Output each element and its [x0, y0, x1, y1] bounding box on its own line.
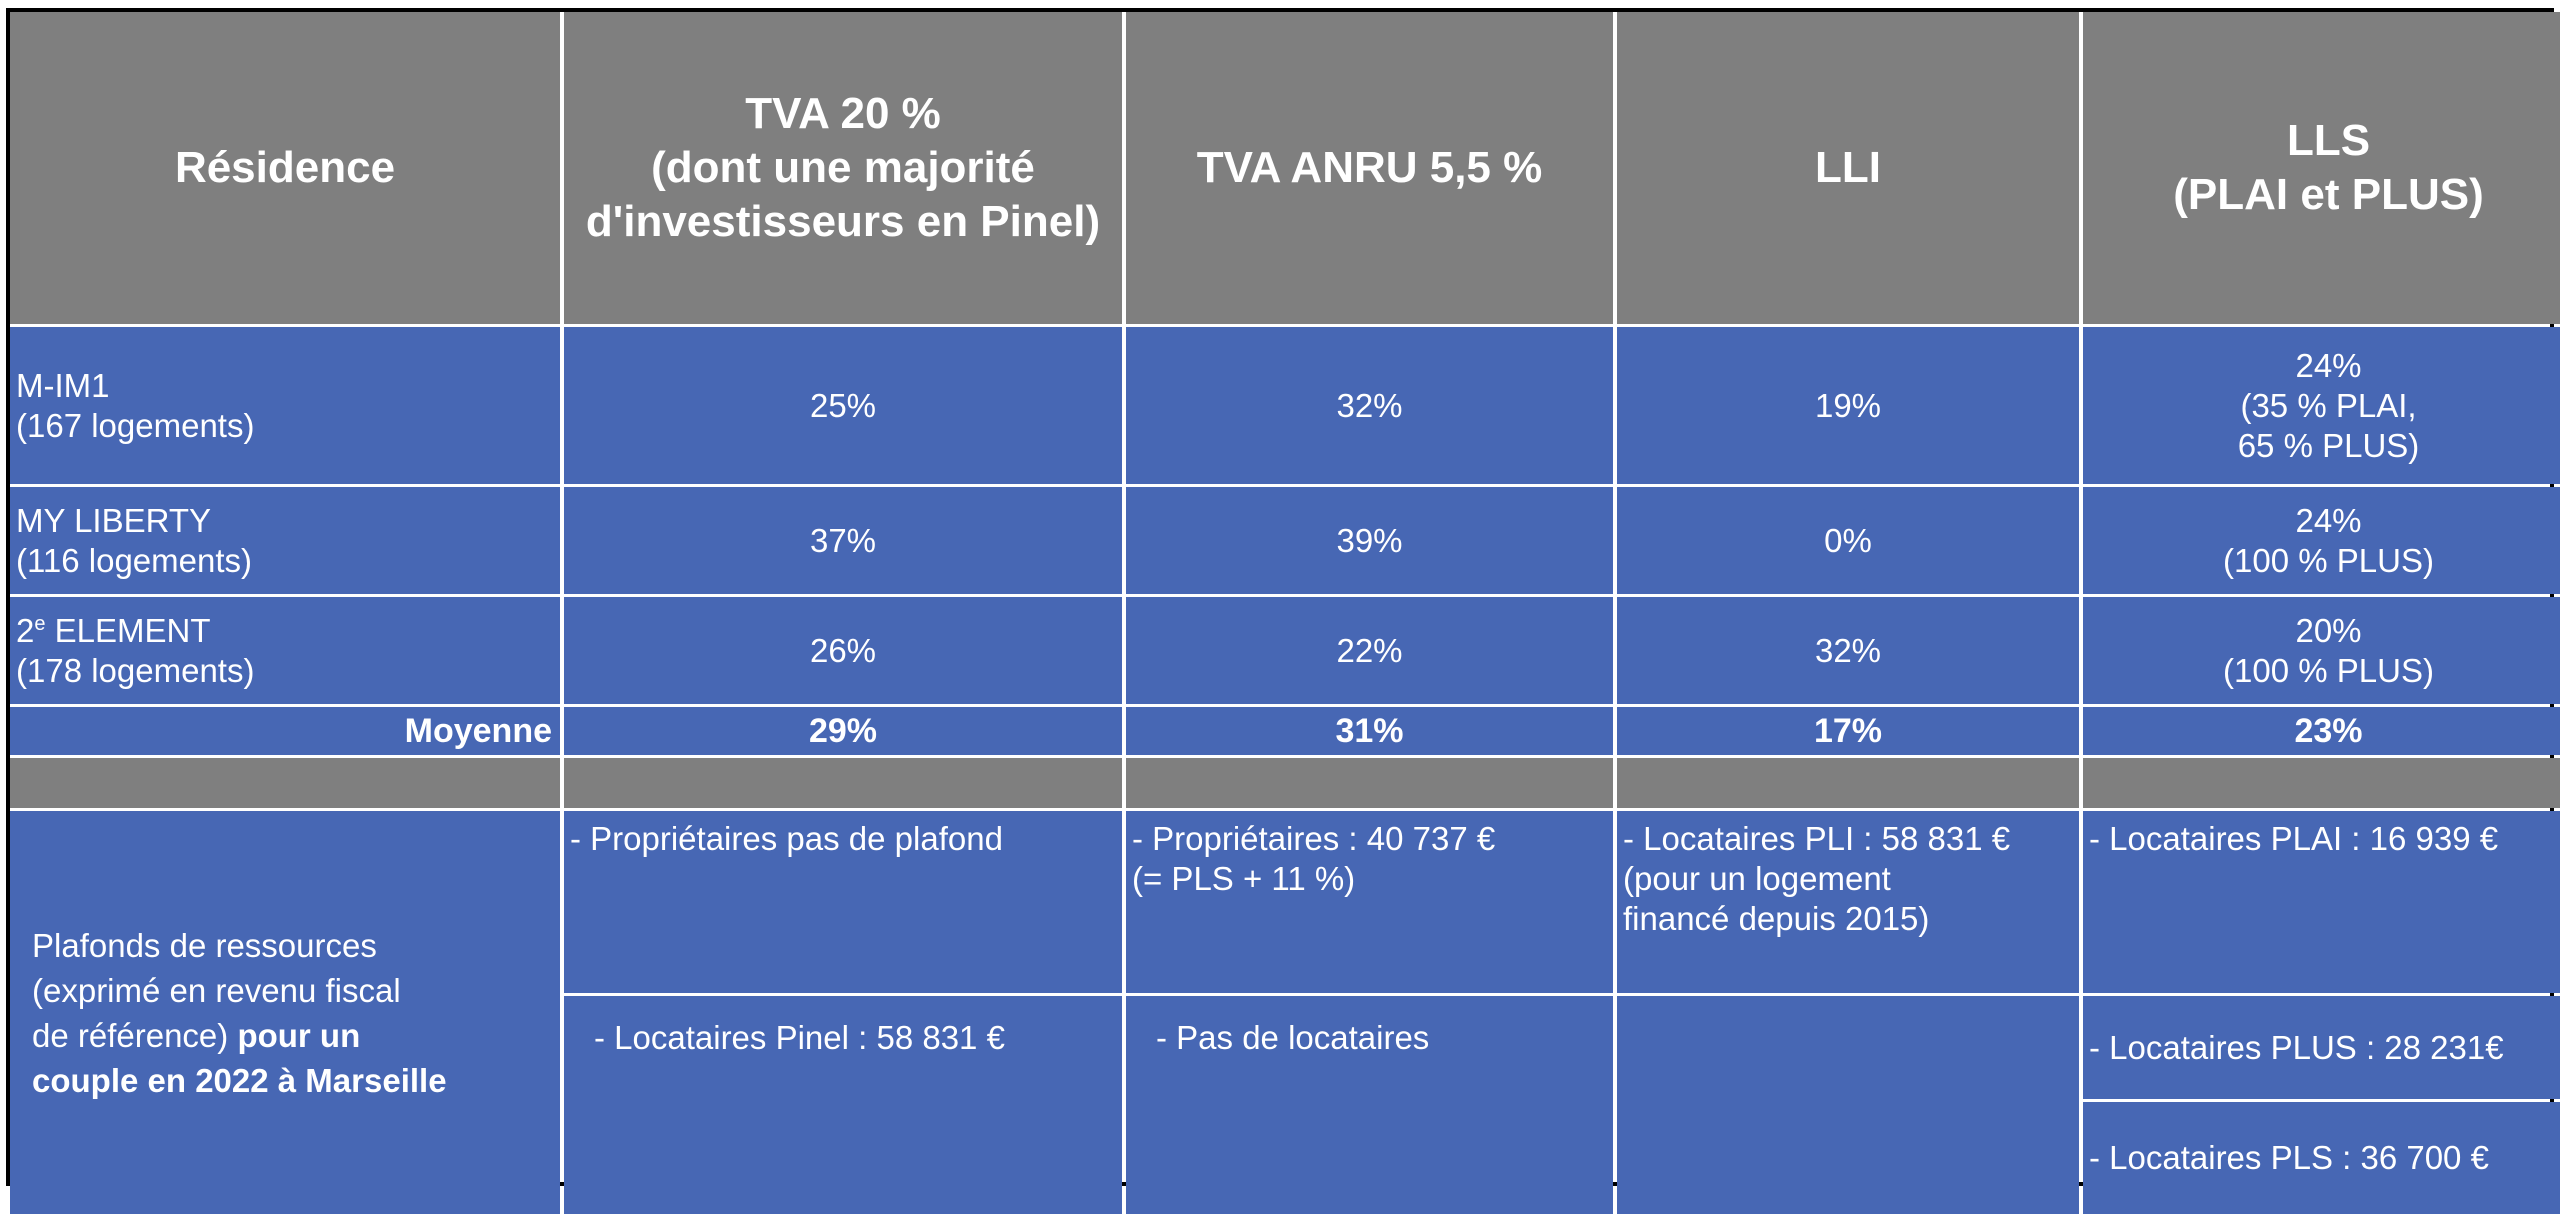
- header-lli-text: LLI: [1815, 143, 1881, 192]
- value: 31%: [1335, 712, 1404, 750]
- value: 24%: [2295, 346, 2362, 384]
- plafond-lls-pls: - Locataires PLS : 36 700 €: [2083, 1102, 2560, 1214]
- spacer-cell: [1126, 758, 1613, 808]
- residence-name-sup: e: [34, 612, 46, 635]
- residence-count: (116 logements): [16, 541, 253, 579]
- plafonds-label-line: Plafonds de ressources: [32, 926, 377, 964]
- average-lls: 23%: [2083, 707, 2560, 755]
- residence-count: (167 logements): [16, 406, 255, 444]
- spacer-cell: [2083, 758, 2560, 808]
- plafond-tva20-proprietaires: - Propriétaires pas de plafond: [564, 811, 1122, 993]
- row-mim1-lli: 19%: [1617, 327, 2079, 484]
- header-tva20: TVA 20 % (dont une majorité d'investisse…: [564, 12, 1122, 324]
- row-myliberty-tva20: 37%: [564, 487, 1122, 594]
- plafond-text: - Pas de locataires: [1156, 1019, 1430, 1056]
- spacer-cell: [564, 758, 1122, 808]
- row-mim1-tva20: 25%: [564, 327, 1122, 484]
- row-element-lls: 20% (100 % PLUS): [2083, 597, 2560, 704]
- average-tva20: 29%: [564, 707, 1122, 755]
- value: 19%: [1814, 386, 1882, 424]
- residence-name: 2e ELEMENT: [16, 611, 560, 651]
- value: 22%: [1336, 631, 1403, 669]
- plafond-tva20-locataires: - Locataires Pinel : 58 831 €: [564, 996, 1122, 1214]
- header-residence-text: Résidence: [174, 143, 396, 192]
- spacer-cell: [10, 758, 560, 808]
- value: 39%: [1336, 521, 1403, 559]
- residence-name: MY LIBERTY: [16, 501, 212, 539]
- row-element-anru: 22%: [1126, 597, 1613, 704]
- plafond-text: financé depuis 2015): [1623, 900, 1930, 937]
- value-detail: (35 % PLAI,: [2240, 386, 2417, 424]
- value-detail: 65 % PLUS): [2237, 426, 2420, 464]
- value-detail: (100 % PLUS): [2223, 651, 2434, 689]
- value: 29%: [808, 712, 878, 750]
- row-myliberty-anru: 39%: [1126, 487, 1613, 594]
- plafonds-label: Plafonds de ressources (exprimé en reven…: [10, 811, 560, 1214]
- average-label-text: Moyenne: [404, 712, 552, 750]
- row-element-name: 2e ELEMENT (178 logements): [10, 597, 560, 704]
- residence-count: (178 logements): [16, 651, 255, 689]
- value: 23%: [2294, 712, 2363, 750]
- plafond-text: - Locataires PLS : 36 700 €: [2089, 1139, 2489, 1176]
- header-lls: LLS (PLAI et PLUS): [2083, 12, 2560, 324]
- header-anru: TVA ANRU 5,5 %: [1126, 12, 1613, 324]
- plafonds-label-text: de référence): [32, 1016, 229, 1054]
- average-lli: 17%: [1617, 707, 2079, 755]
- header-lls-line2: (PLAI et PLUS): [2173, 170, 2484, 219]
- plafond-anru-locataires: - Pas de locataires: [1126, 996, 1613, 1214]
- plafonds-label-line: de référence) pour un: [32, 1013, 530, 1058]
- row-myliberty-lls: 24% (100 % PLUS): [2083, 487, 2560, 594]
- row-mim1-anru: 32%: [1126, 327, 1613, 484]
- residence-name-prefix: 2: [16, 611, 35, 649]
- value-detail: (100 % PLUS): [2223, 541, 2434, 579]
- value: 0%: [1824, 521, 1872, 559]
- plafonds-label-line: (exprimé en revenu fiscal: [32, 971, 401, 1009]
- header-anru-text: TVA ANRU 5,5 %: [1196, 143, 1543, 192]
- value: 20%: [2295, 611, 2362, 649]
- value: 24%: [2295, 501, 2362, 539]
- plafond-text: - Locataires PLUS : 28 231€: [2089, 1028, 2504, 1066]
- average-anru: 31%: [1126, 707, 1613, 755]
- value: 26%: [809, 631, 877, 669]
- value: 25%: [809, 386, 877, 424]
- row-mim1-lls: 24% (35 % PLAI, 65 % PLUS): [2083, 327, 2560, 484]
- plafond-anru-proprietaires: - Propriétaires : 40 737 € (= PLS + 11 %…: [1126, 811, 1613, 993]
- plafond-text: - Propriétaires pas de plafond: [570, 820, 1003, 857]
- plafonds-label-bold: pour un: [228, 1016, 361, 1054]
- plafond-text: - Locataires PLI : 58 831 €: [1623, 820, 2011, 857]
- resource-table: Résidence TVA 20 % (dont une majorité d'…: [6, 8, 2560, 1214]
- row-myliberty-name: MY LIBERTY (116 logements): [10, 487, 560, 594]
- value: 37%: [809, 521, 877, 559]
- plafond-text: (= PLS + 11 %): [1132, 860, 1356, 897]
- header-lli: LLI: [1617, 12, 2079, 324]
- plafond-lls-plus: - Locataires PLUS : 28 231€: [2083, 996, 2560, 1099]
- header-tva20-line1: TVA 20 %: [745, 89, 941, 138]
- row-element-lli: 32%: [1617, 597, 2079, 704]
- plafond-lli-empty: [1617, 996, 2079, 1214]
- value: 32%: [1814, 631, 1882, 669]
- header-lls-line1: LLS: [2286, 116, 2371, 165]
- value: 17%: [1813, 712, 1883, 750]
- header-residence: Résidence: [10, 12, 560, 324]
- plafond-text: - Locataires Pinel : 58 831 €: [594, 1019, 1005, 1056]
- plafond-lli-locataires: - Locataires PLI : 58 831 € (pour un log…: [1617, 811, 2079, 993]
- residence-name-rest: ELEMENT: [45, 611, 211, 649]
- header-tva20-line2: (dont une majorité: [651, 143, 1035, 192]
- row-element-tva20: 26%: [564, 597, 1122, 704]
- plafond-text: - Propriétaires : 40 737 €: [1132, 820, 1496, 857]
- plafond-lls-plai: - Locataires PLAI : 16 939 €: [2083, 811, 2560, 993]
- average-label: Moyenne: [10, 707, 560, 755]
- row-mim1-name: M-IM1 (167 logements): [10, 327, 560, 484]
- row-myliberty-lli: 0%: [1617, 487, 2079, 594]
- residence-name: M-IM1: [16, 366, 110, 404]
- plafond-text: (pour un logement: [1623, 860, 1891, 897]
- spacer-cell: [1617, 758, 2079, 808]
- value: 32%: [1336, 386, 1403, 424]
- plafond-text: - Locataires PLAI : 16 939 €: [2089, 820, 2499, 857]
- plafonds-label-bold: couple en 2022 à Marseille: [32, 1061, 447, 1099]
- header-tva20-line3: d'investisseurs en Pinel): [585, 197, 1101, 246]
